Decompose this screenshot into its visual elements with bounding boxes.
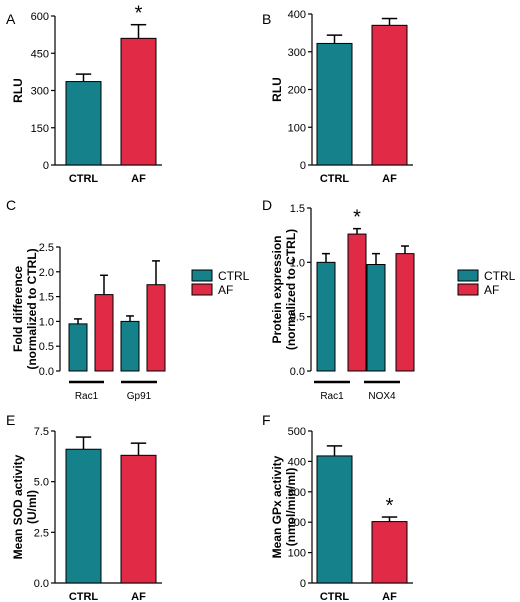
x-tick-label: AF	[131, 591, 146, 602]
panel-letter: B	[262, 11, 271, 27]
bar-ctrl	[316, 42, 353, 166]
y-axis-label: RLU	[270, 77, 284, 102]
y-axis-label: Mean SOD activity(U/ml)	[11, 454, 39, 559]
y-tick-label: 300	[288, 487, 306, 499]
panel-f: F 0 100 200 300 400 500 Mean GPx activity(nmol/…	[262, 412, 413, 602]
legend-swatch-af	[191, 283, 213, 296]
x-tick-label: AF	[382, 591, 397, 602]
y-tick-label: 450	[31, 48, 49, 60]
y-axis-label: Protein expression(normalized to CTRL)	[270, 229, 298, 350]
y-tick-label: 100	[288, 122, 306, 134]
y-axis-label: RLU	[11, 78, 25, 103]
bar-af	[120, 454, 157, 584]
y-axis-label-line: (U/ml)	[25, 490, 39, 524]
bar-ctrl	[65, 81, 102, 166]
bar-ctrl	[316, 455, 353, 584]
y-tick-label: 400	[288, 456, 306, 468]
group-label: Rac1	[320, 391, 344, 402]
bar-gp91-af	[146, 284, 166, 372]
bar-nox4-ctrl	[366, 264, 386, 372]
x-tick-label: CTRL	[320, 173, 350, 185]
y-axis-label-line: (normalized to CTRL)	[284, 229, 298, 350]
bar-af	[371, 24, 408, 166]
legend-label: AF	[484, 283, 499, 297]
y-tick-label: 5.0	[34, 477, 49, 489]
legend-swatch-ctrl	[191, 269, 213, 282]
legend-label: AF	[218, 283, 233, 297]
y-tick-label: 200	[288, 517, 306, 529]
legend-swatch-ctrl	[457, 269, 479, 282]
y-axis-label-line: Mean GPx activity	[270, 455, 284, 558]
y-tick-label: 500	[288, 426, 306, 438]
x-tick-label: CTRL	[69, 591, 99, 602]
x-tick-label: AF	[382, 173, 397, 185]
y-tick-label: 1.0	[290, 257, 305, 269]
y-tick-label: 0.5	[290, 312, 305, 324]
y-tick-label: 0.5	[39, 341, 54, 353]
group-label: NOX4	[368, 391, 396, 402]
bar-ctrl	[65, 448, 102, 584]
y-tick-label: 400	[288, 9, 306, 21]
bar-rac1-af	[94, 294, 114, 372]
y-tick-label: 1.5	[39, 292, 54, 304]
significance-star: *	[135, 3, 143, 25]
y-tick-label: 0.0	[34, 578, 49, 590]
bar-gp91-ctrl	[120, 320, 140, 372]
bar-af	[371, 521, 408, 584]
y-tick-label: 200	[288, 85, 306, 97]
panel-letter: E	[6, 412, 15, 428]
legend-label: CTRL	[484, 269, 516, 283]
panel-letter: D	[262, 197, 272, 213]
y-axis-label-line: Protein expression	[270, 235, 284, 343]
y-tick-label: 2.0	[39, 267, 54, 279]
y-tick-label: 600	[31, 11, 49, 23]
y-tick-label: 0.0	[290, 366, 305, 378]
y-axis-label-line: (nmol/min/ml)	[284, 468, 298, 547]
y-tick-label: 2.5	[39, 242, 54, 254]
y-tick-label: 150	[31, 123, 49, 135]
y-axis-label: Fold difference(normalized to CTRL)	[11, 248, 39, 369]
legend-label: CTRL	[218, 269, 250, 283]
significance-star: *	[353, 207, 361, 229]
x-tick-label: CTRL	[69, 173, 99, 185]
panel-letter: C	[6, 197, 16, 213]
group-label: Gp91	[127, 391, 152, 402]
panel-a: A 0 150 300 450 600 RLU CTRL AF *	[6, 3, 162, 185]
y-tick-label: 7.5	[34, 426, 49, 438]
significance-star: *	[386, 495, 394, 517]
y-axis-label: Mean GPx activity(nmol/min/ml)	[270, 455, 298, 558]
panel-letter: A	[6, 11, 16, 27]
y-tick-label: 0	[43, 160, 49, 172]
bar-rac1-ctrl	[68, 323, 88, 372]
y-tick-label: 0	[300, 160, 306, 172]
y-tick-label: 1.0	[39, 316, 54, 328]
y-tick-label: 1.5	[290, 203, 305, 215]
bar-af	[120, 37, 157, 166]
y-axis-label-line: (normalized to CTRL)	[25, 248, 39, 369]
panel-d: D 0.0 0.5 1.0 1.5 Protein expression(normaliz…	[262, 197, 415, 402]
y-tick-label: 0.0	[39, 366, 54, 378]
y-axis-label-line: Fold difference	[11, 266, 25, 352]
y-tick-label: 300	[288, 47, 306, 59]
bar-rac1-af	[347, 233, 367, 372]
panel-e: E 0.0 2.5 5.0 7.5 Mean SOD activity(U/ml) CTRL…	[6, 412, 162, 602]
group-label: Rac1	[75, 391, 99, 402]
bar-nox4-af	[395, 253, 415, 372]
y-tick-label: 0	[300, 578, 306, 590]
panel-b: B 0 100 200 300 400 RLU CTRL AF	[262, 9, 413, 185]
x-tick-label: CTRL	[320, 591, 350, 602]
legend-swatch-af	[457, 283, 479, 296]
panel-letter: F	[262, 412, 271, 428]
y-tick-label: 100	[288, 548, 306, 560]
bar-rac1-ctrl	[316, 261, 336, 372]
y-tick-label: 300	[31, 86, 49, 98]
x-tick-label: AF	[131, 173, 146, 185]
y-tick-label: 2.5	[34, 527, 49, 539]
y-axis-label-line: Mean SOD activity	[11, 454, 25, 559]
